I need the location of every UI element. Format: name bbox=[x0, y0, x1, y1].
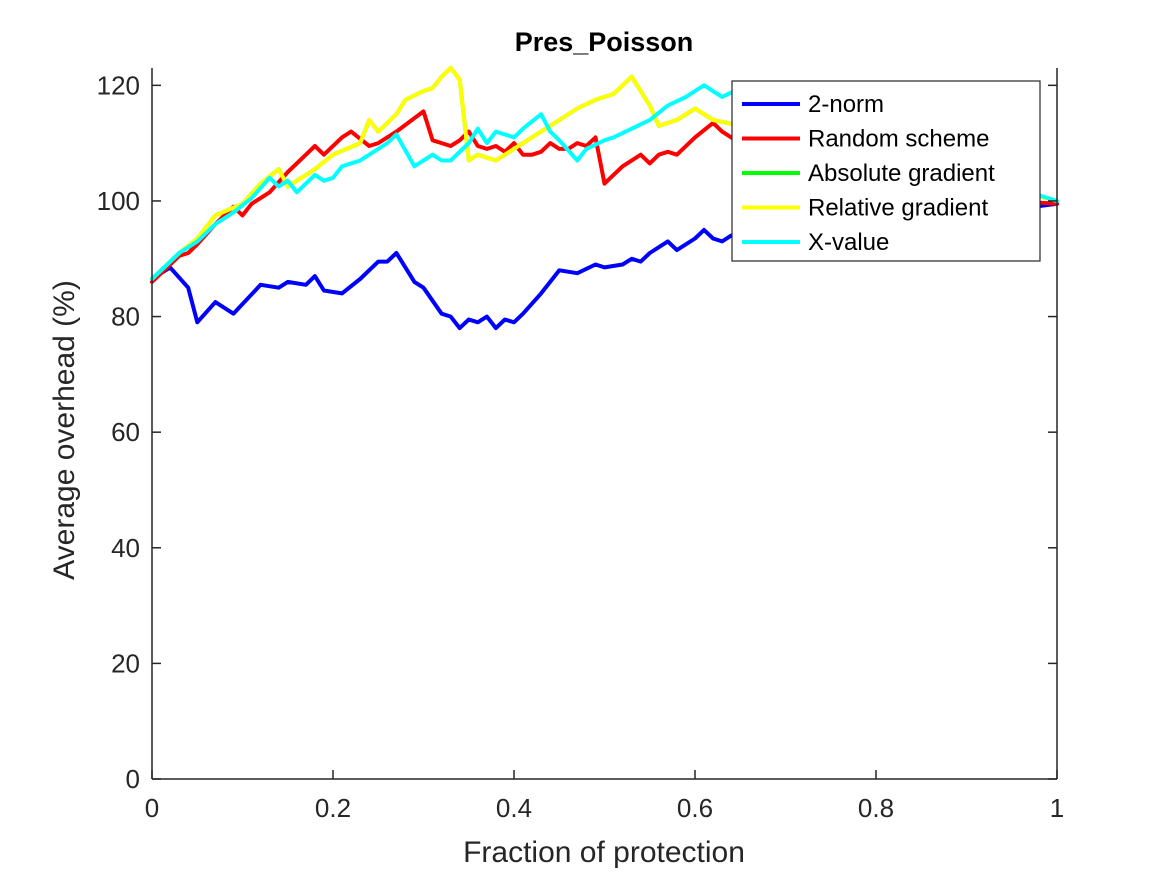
x-tick-label: 0.6 bbox=[677, 793, 713, 823]
y-tick-label: 20 bbox=[111, 648, 140, 678]
axes-group: 0 0.2 0.4 0.6 0.8 1 0 20 40 60 80 100 120 bbox=[97, 68, 1064, 823]
y-axis-title: Average overhead (%) bbox=[48, 280, 81, 580]
x-tick-label: 0 bbox=[145, 793, 159, 823]
series-line-2 bbox=[150, 109, 1059, 284]
x-tick-label: 1 bbox=[1050, 793, 1064, 823]
x-tick-label: 0.8 bbox=[858, 793, 894, 823]
legend-label: X-value bbox=[808, 229, 889, 256]
y-tick-label: 60 bbox=[111, 417, 140, 447]
y-tick-label: 120 bbox=[97, 70, 140, 100]
y-tick-label: 0 bbox=[126, 764, 140, 794]
x-axis-title: Fraction of protection bbox=[463, 836, 745, 869]
legend-label: Random scheme bbox=[808, 126, 989, 153]
legend-label: Absolute gradient bbox=[808, 160, 995, 187]
series-line-1 bbox=[150, 201, 1059, 331]
chart-title: Pres_Poisson bbox=[515, 27, 694, 57]
x-tick-label: 0.4 bbox=[496, 793, 532, 823]
y-tick-label: 100 bbox=[97, 186, 140, 216]
y-tick-label: 40 bbox=[111, 533, 140, 563]
legend-label: Relative gradient bbox=[808, 195, 988, 222]
x-tick-label: 0.2 bbox=[315, 793, 351, 823]
legend-label: 2-norm bbox=[808, 91, 884, 118]
y-tick-label: 80 bbox=[111, 302, 140, 332]
legend: 2-norm Random scheme Absolute gradient Rela… bbox=[731, 80, 1041, 262]
